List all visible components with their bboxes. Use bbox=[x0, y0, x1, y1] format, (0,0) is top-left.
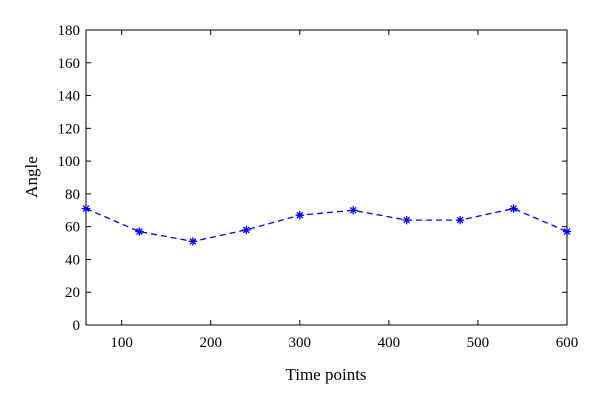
x-tick-label: 100 bbox=[110, 335, 133, 351]
x-tick-label: 200 bbox=[199, 335, 222, 351]
y-tick-label: 160 bbox=[58, 56, 81, 72]
data-point-marker bbox=[81, 204, 91, 213]
x-axis-label: Time points bbox=[285, 365, 366, 384]
data-point-marker bbox=[349, 206, 358, 215]
x-tick-label: 400 bbox=[378, 335, 401, 351]
y-tick-label: 60 bbox=[65, 220, 80, 236]
y-axis-label: Angle bbox=[22, 156, 41, 198]
x-tick-label: 300 bbox=[289, 335, 312, 351]
y-tick-label: 120 bbox=[58, 121, 81, 137]
y-tick-label: 100 bbox=[58, 154, 81, 170]
series-line bbox=[85, 207, 568, 243]
data-point-marker bbox=[402, 215, 411, 225]
data-point-marker bbox=[562, 227, 572, 236]
data-point-marker bbox=[188, 237, 198, 246]
y-tick-label: 180 bbox=[58, 23, 81, 39]
data-point-marker bbox=[509, 204, 518, 213]
data-point-marker bbox=[135, 227, 144, 236]
y-tick-label: 80 bbox=[65, 187, 80, 203]
x-tick-label: 600 bbox=[556, 335, 579, 351]
data-point-marker bbox=[455, 215, 465, 225]
y-tick-label: 140 bbox=[58, 89, 81, 105]
data-point-marker bbox=[242, 225, 251, 235]
y-axis: 0 20 40 60 80 100 120 140 160 180 bbox=[58, 23, 567, 334]
x-tick-label: 500 bbox=[467, 335, 490, 351]
y-tick-label: 0 bbox=[73, 318, 81, 334]
y-tick-label: 40 bbox=[65, 252, 80, 268]
series-group bbox=[81, 204, 572, 246]
data-point-marker bbox=[295, 210, 304, 220]
y-tick-label: 20 bbox=[65, 285, 80, 301]
plot-area bbox=[85, 29, 568, 326]
x-axis: 100 200 300 400 500 600 bbox=[110, 30, 578, 351]
